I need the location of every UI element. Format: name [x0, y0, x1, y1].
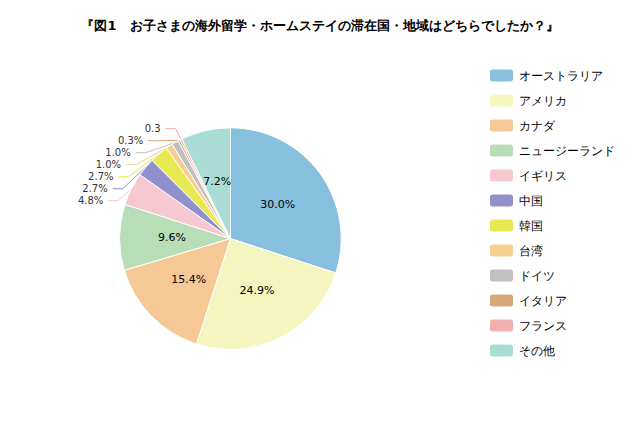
- svg-text:1.0%: 1.0%: [105, 147, 130, 158]
- svg-text:台湾: 台湾: [519, 244, 543, 258]
- svg-text:『図1 お子さまの海外留学・ホームステイの滞在国・地域はどち: 『図1 お子さまの海外留学・ホームステイの滞在国・地域はどちらでしたか？』: [81, 18, 558, 33]
- svg-text:1.0%: 1.0%: [96, 159, 121, 170]
- svg-text:0.3%: 0.3%: [118, 135, 143, 146]
- svg-text:フランス: フランス: [519, 319, 567, 333]
- svg-text:アメリカ: アメリカ: [519, 94, 567, 108]
- svg-text:2.7%: 2.7%: [82, 183, 107, 194]
- svg-text:0.3: 0.3: [145, 123, 161, 134]
- svg-text:イタリア: イタリア: [519, 294, 567, 308]
- svg-text:9.6%: 9.6%: [158, 231, 186, 244]
- svg-text:30.0%: 30.0%: [260, 198, 295, 211]
- svg-text:ニュージーランド: ニュージーランド: [519, 144, 615, 158]
- svg-text:中国: 中国: [519, 194, 543, 208]
- svg-text:15.4%: 15.4%: [171, 273, 206, 286]
- svg-text:ドイツ: ドイツ: [519, 269, 555, 283]
- svg-text:イギリス: イギリス: [519, 169, 567, 183]
- svg-text:オーストラリア: オーストラリア: [519, 69, 603, 83]
- svg-text:24.9%: 24.9%: [239, 284, 274, 297]
- svg-text:7.2%: 7.2%: [203, 175, 231, 188]
- svg-text:韓国: 韓国: [519, 219, 543, 233]
- svg-text:2.7%: 2.7%: [88, 171, 113, 182]
- svg-text:その他: その他: [519, 344, 555, 358]
- svg-text:カナダ: カナダ: [519, 119, 556, 133]
- svg-text:4.8%: 4.8%: [78, 195, 103, 206]
